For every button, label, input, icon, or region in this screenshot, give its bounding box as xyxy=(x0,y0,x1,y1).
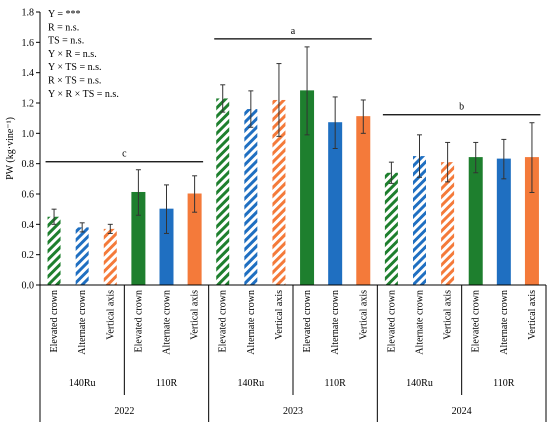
rootstock-label: 110R xyxy=(325,378,347,389)
y-tick-label: 1.8 xyxy=(22,8,35,19)
bar-2024-110R-0 xyxy=(468,157,483,286)
stat-annotation: Y × R = n.s. xyxy=(48,49,97,60)
category-label: Vertical axis xyxy=(443,290,454,340)
category-label: Alternate crown xyxy=(162,290,173,355)
bar-2024-140Ru-0 xyxy=(384,172,398,285)
y-tick-label: 0.0 xyxy=(22,281,35,292)
category-label: Elevated crown xyxy=(218,290,229,352)
y-tick-label: 0.2 xyxy=(22,250,35,261)
bar-2024-140Ru-2 xyxy=(441,162,455,285)
significance-letter: c xyxy=(122,149,127,160)
category-label: Elevated crown xyxy=(386,290,397,352)
category-label: Vertical axis xyxy=(527,290,538,340)
bar-2024-140Ru-1 xyxy=(413,156,426,285)
category-label: Alternate crown xyxy=(330,290,341,355)
category-label: Alternate crown xyxy=(415,290,426,355)
category-label: Elevated crown xyxy=(49,290,60,352)
rootstock-label: 140Ru xyxy=(69,378,96,389)
stat-annotation: Y × TS = n.s. xyxy=(48,62,102,73)
y-tick-label: 0.8 xyxy=(22,159,35,170)
category-label: Alternate crown xyxy=(499,290,510,355)
category-label: Alternate crown xyxy=(77,290,88,355)
category-label: Vertical axis xyxy=(274,290,285,340)
bar-2023-140Ru-0 xyxy=(216,98,230,285)
stat-annotation: Y = *** xyxy=(48,9,81,20)
stat-annotation: R = n.s. xyxy=(48,22,79,33)
bar-2022-140Ru-1 xyxy=(75,227,89,285)
year-label: 2024 xyxy=(452,406,472,417)
y-tick-label: 1.2 xyxy=(22,99,35,110)
significance-letter: a xyxy=(291,26,296,37)
rootstock-label: 140Ru xyxy=(406,378,433,389)
year-label: 2023 xyxy=(283,406,303,417)
category-label: Elevated crown xyxy=(471,290,482,352)
category-label: Vertical axis xyxy=(190,290,201,340)
category-label: Vertical axis xyxy=(358,290,369,340)
year-label: 2022 xyxy=(114,406,134,417)
category-label: Elevated crown xyxy=(133,290,144,352)
bar-2023-140Ru-2 xyxy=(272,99,286,285)
y-tick-label: 1.0 xyxy=(22,129,35,140)
y-axis-title: PW (kg·vine⁻¹) xyxy=(5,117,16,180)
stat-annotation: TS = n.s. xyxy=(48,36,84,47)
stat-annotation: R × TS = n.s. xyxy=(48,76,101,87)
y-tick-label: 1.4 xyxy=(22,68,35,79)
bar-2022-140Ru-0 xyxy=(47,216,61,285)
significance-letter: b xyxy=(459,102,464,113)
y-tick-label: 0.6 xyxy=(22,190,35,201)
bar-2022-140Ru-2 xyxy=(103,228,117,285)
rootstock-label: 110R xyxy=(156,378,178,389)
rootstock-label: 140Ru xyxy=(237,378,264,389)
y-tick-label: 1.6 xyxy=(22,38,35,49)
rootstock-label: 110R xyxy=(493,378,515,389)
y-tick-label: 0.4 xyxy=(22,220,35,231)
bar-2023-110R-2 xyxy=(356,116,371,286)
category-label: Alternate crown xyxy=(246,290,257,355)
stat-annotation: Y × R × TS = n.s. xyxy=(48,89,119,100)
category-label: Vertical axis xyxy=(105,290,116,340)
category-label: Elevated crown xyxy=(302,290,313,352)
bar-2023-140Ru-1 xyxy=(244,109,258,285)
